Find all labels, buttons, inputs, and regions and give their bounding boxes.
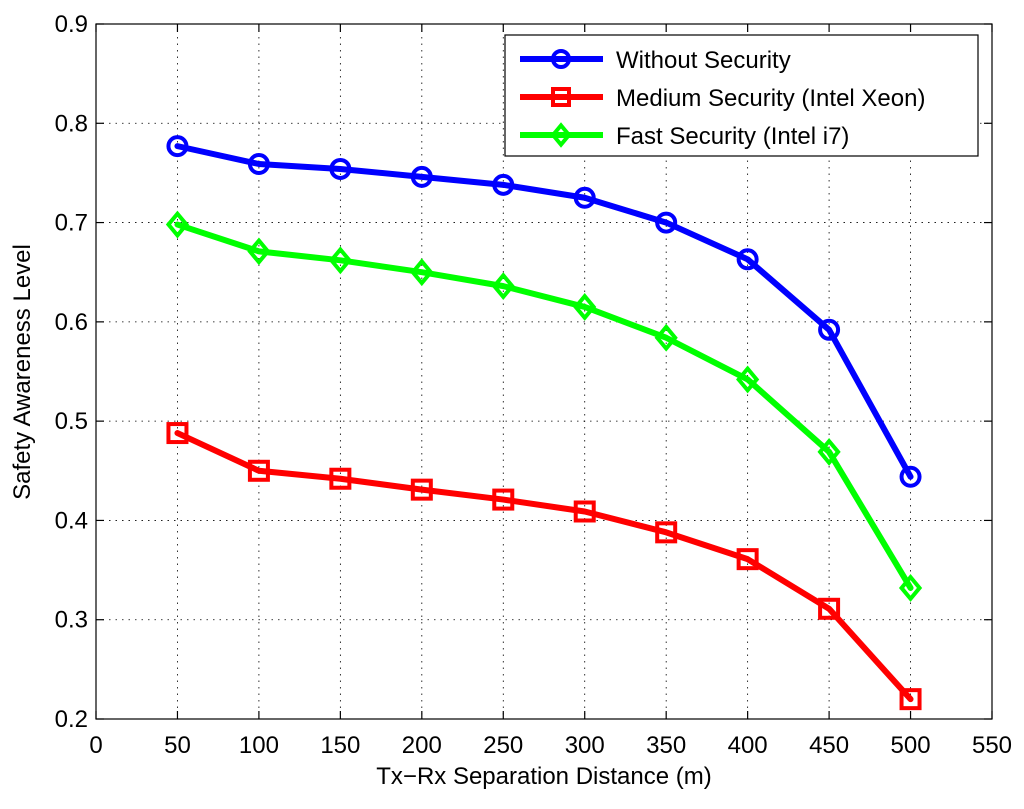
data-point-medium-security (166, 422, 189, 445)
series-fast-security (165, 210, 923, 602)
data-point-without-security (492, 173, 515, 196)
x-tick-label: 200 (402, 732, 442, 759)
data-point-fast-security (654, 323, 678, 352)
data-point-fast-security (817, 437, 841, 466)
x-tick-label: 300 (565, 732, 605, 759)
series-line-fast-security (174, 221, 914, 591)
series-line-medium-security (174, 430, 914, 703)
data-point-fast-security (328, 246, 352, 275)
data-point-medium-security (492, 488, 515, 511)
x-tick-label: 400 (728, 732, 768, 759)
legend-label-medium-security: Medium Security (Intel Xeon) (616, 85, 925, 112)
data-point-fast-security (573, 293, 597, 321)
y-tick-label: 0.4 (55, 507, 88, 534)
axis-ticks: 0 50 100 150 200 250 300 350 400 450 500 550 0.2 0.3 0… (55, 11, 1012, 759)
data-point-fast-security (898, 574, 923, 602)
x-tick-label: 550 (972, 732, 1012, 759)
data-point-without-security (899, 465, 922, 488)
legend-marker-fast-security (550, 122, 572, 148)
data-point-fast-security (410, 258, 434, 287)
data-point-without-security (818, 318, 841, 341)
legend-marker-without-security (551, 49, 571, 69)
data-point-medium-security (899, 688, 922, 711)
data-point-medium-security (410, 478, 433, 501)
data-point-without-security (166, 135, 189, 158)
series-layer (165, 135, 923, 711)
data-point-fast-security (491, 272, 515, 301)
series-medium-security (166, 422, 922, 711)
y-tick-label: 0.9 (55, 11, 88, 38)
data-point-medium-security (655, 521, 678, 544)
x-tick-label: 100 (239, 732, 279, 759)
data-point-medium-security (818, 597, 841, 620)
x-tick-label: 500 (891, 732, 931, 759)
x-axis-label: Tx−Rx Separation Distance (m) (376, 763, 711, 790)
data-point-without-security (410, 165, 433, 188)
legend-label-fast-security: Fast Security (Intel i7) (616, 123, 849, 150)
data-point-fast-security (736, 365, 760, 394)
series-line-without-security (174, 143, 914, 480)
data-point-without-security (736, 248, 759, 271)
x-tick-label: 250 (483, 732, 523, 759)
x-tick-label: 0 (89, 732, 102, 759)
legend-marker-medium-security (551, 87, 571, 107)
y-tick-label: 0.8 (55, 110, 88, 137)
y-tick-label: 0.2 (55, 706, 88, 733)
y-axis-label: Safety Awareness Level (9, 244, 36, 500)
y-tick-label: 0.5 (55, 408, 88, 435)
x-tick-label: 50 (164, 732, 191, 759)
data-point-without-security (573, 186, 596, 209)
legend-label-without-security: Without Security (616, 47, 791, 74)
data-point-without-security (329, 157, 352, 180)
x-tick-label: 350 (646, 732, 686, 759)
data-point-without-security (247, 152, 270, 175)
plot-frame (95, 23, 993, 720)
y-tick-label: 0.6 (55, 309, 88, 336)
grid (96, 24, 992, 719)
x-tick-label: 150 (320, 732, 360, 759)
data-point-without-security (655, 211, 678, 234)
data-point-medium-security (736, 548, 759, 571)
data-point-fast-security (165, 210, 190, 239)
data-point-fast-security (247, 237, 271, 266)
legend: Without Security Medium Security (Intel X… (504, 34, 979, 157)
y-tick-label: 0.3 (55, 607, 88, 634)
data-point-medium-security (247, 459, 270, 482)
data-point-medium-security (329, 467, 352, 490)
series-without-security (166, 135, 922, 488)
x-tick-label: 450 (809, 732, 849, 759)
data-point-medium-security (573, 500, 596, 523)
y-tick-label: 0.7 (55, 210, 88, 237)
